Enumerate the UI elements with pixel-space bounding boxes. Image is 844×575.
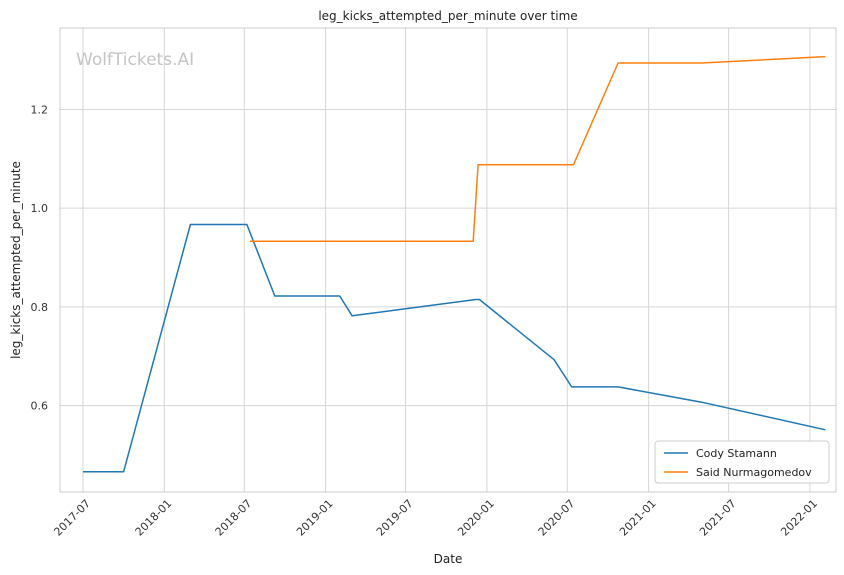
watermark-text: WolfTickets.AI [76, 50, 194, 70]
legend: Cody Stamann Said Nurmagomedov [654, 440, 830, 484]
y-axis-label: leg_kicks_attempted_per_minute [9, 161, 23, 359]
y-tick-label: 1.2 [31, 103, 49, 116]
chart-title: leg_kicks_attempted_per_minute over time [318, 9, 577, 23]
legend-box [654, 440, 830, 484]
series-layer [83, 55, 826, 473]
series-line-said-nurmagomedov [250, 55, 826, 242]
y-tick-label: 0.8 [31, 301, 49, 314]
legend-label-said-nurmagomedov: Said Nurmagomedov [696, 466, 812, 479]
y-axis-ticks: 0.6 0.8 1.0 1.2 [31, 103, 49, 412]
legend-label-cody-stamann: Cody Stamann [696, 447, 777, 460]
series-line-cody-stamann [83, 223, 826, 473]
y-tick-label: 0.6 [31, 400, 49, 413]
grid-lines [60, 28, 836, 492]
y-tick-label: 1.0 [31, 202, 49, 215]
plot-area [59, 27, 837, 493]
x-axis-label: Date [434, 552, 463, 566]
